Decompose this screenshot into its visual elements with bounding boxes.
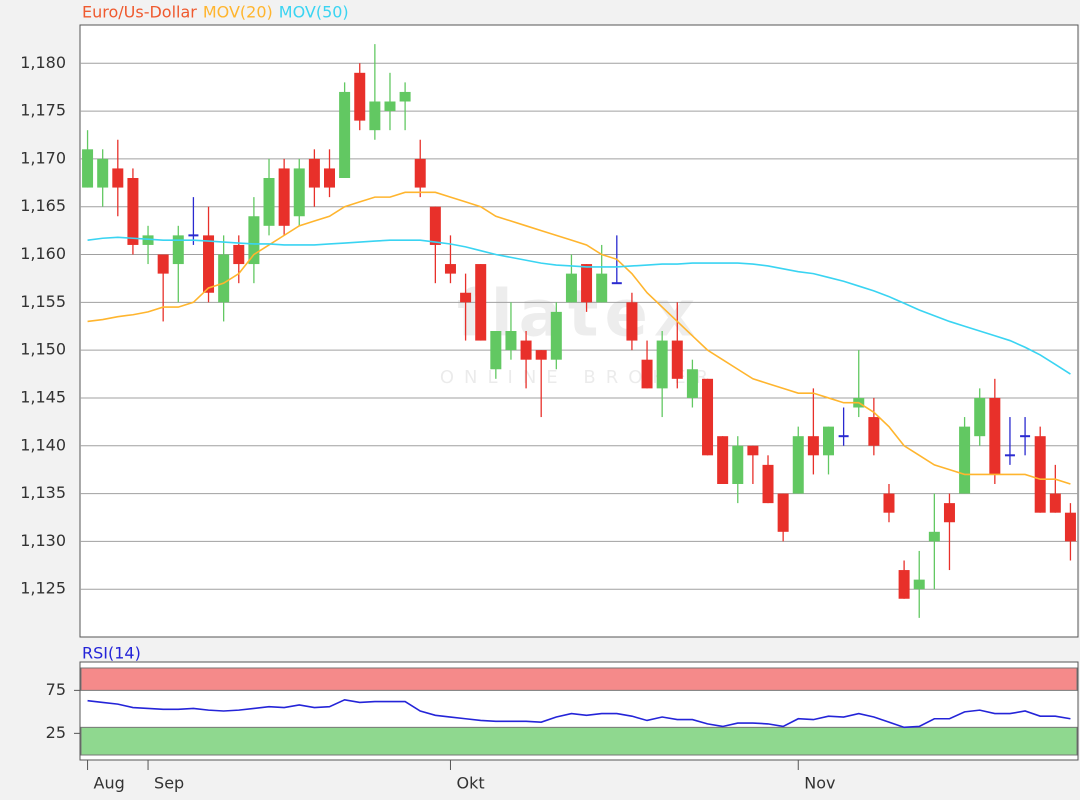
candle-body xyxy=(928,531,940,542)
y-tick-label: 1,140 xyxy=(20,435,66,454)
candle-body xyxy=(505,331,517,351)
candle-body xyxy=(233,244,245,265)
y-tick-label: 1,175 xyxy=(20,101,66,120)
candle-body xyxy=(535,350,547,360)
candle-body xyxy=(414,158,426,188)
candle-body xyxy=(248,216,260,265)
legend-entry: MOV(20) xyxy=(203,3,273,22)
y-tick-label: 1,130 xyxy=(20,531,66,550)
watermark-tagline: ONLINE BROKER xyxy=(440,367,718,388)
price-panel xyxy=(79,24,1079,638)
candle-body xyxy=(898,570,910,599)
y-tick-label: 25 xyxy=(46,723,66,742)
candle-body xyxy=(142,235,154,245)
candle-body xyxy=(913,579,925,590)
x-tick-label: Okt xyxy=(456,774,484,793)
candle-body xyxy=(823,426,834,456)
candle-body xyxy=(777,493,789,532)
candle-body xyxy=(293,168,305,217)
candle-body xyxy=(172,235,184,265)
candle-body xyxy=(747,445,759,456)
candle-body xyxy=(520,340,532,360)
candle-body xyxy=(460,292,472,303)
candle-body xyxy=(112,168,124,188)
candle-body xyxy=(581,264,593,303)
candle-body xyxy=(596,273,608,303)
candle-body xyxy=(97,158,109,188)
candle-body xyxy=(324,168,335,188)
candle-body xyxy=(278,168,290,226)
candle-body xyxy=(157,254,169,274)
candle-body xyxy=(686,369,698,398)
x-tick-label: Aug xyxy=(94,774,125,793)
candle-body xyxy=(429,206,441,245)
candle-body xyxy=(1034,436,1046,513)
moving-average-line xyxy=(87,191,1071,485)
legend-entry: MOV(50) xyxy=(279,3,349,22)
x-tick-label: Sep xyxy=(154,774,184,793)
candle-body xyxy=(974,397,986,437)
candle-body xyxy=(641,359,653,389)
candle-body xyxy=(671,340,683,379)
candle-body xyxy=(550,311,562,360)
candle-body xyxy=(263,178,275,226)
candle-body xyxy=(490,331,502,370)
y-tick-label: 1,135 xyxy=(20,483,66,502)
candle-body xyxy=(1064,512,1076,542)
candle-body xyxy=(717,436,729,484)
candle-body xyxy=(308,158,320,188)
candle-body xyxy=(339,91,351,178)
y-tick-label: 1,125 xyxy=(20,579,66,598)
candle-body xyxy=(943,503,955,523)
candle-body xyxy=(626,302,638,341)
candle-body xyxy=(384,101,396,112)
y-tick-label: 1,155 xyxy=(20,292,66,311)
overbought-band xyxy=(80,667,1078,691)
x-tick-label: Nov xyxy=(804,774,835,793)
candle-body xyxy=(792,436,804,494)
candle-body xyxy=(989,397,1001,475)
candle-body xyxy=(702,378,714,456)
candle-body xyxy=(959,426,971,494)
candle-body xyxy=(1049,493,1061,513)
rsi-line xyxy=(87,698,1071,729)
candle-body xyxy=(127,178,139,245)
candle-body xyxy=(82,149,94,188)
legend-entry: Euro/Us-Dollar xyxy=(82,3,197,22)
candle-body xyxy=(807,436,819,456)
y-tick-label: 1,145 xyxy=(20,387,66,406)
y-tick-label: 1,170 xyxy=(20,148,66,167)
candle-body xyxy=(444,264,456,274)
candle-body xyxy=(868,417,880,446)
y-tick-label: 1,160 xyxy=(20,244,66,263)
oversold-band xyxy=(80,726,1078,756)
y-tick-label: 75 xyxy=(46,680,66,699)
panel-title: RSI(14) xyxy=(82,644,141,663)
candle-body xyxy=(354,72,366,121)
candle-body xyxy=(475,264,487,341)
candle-body xyxy=(656,340,668,389)
y-tick-label: 1,180 xyxy=(20,53,66,72)
candle-body xyxy=(883,493,895,513)
candle-body xyxy=(203,235,215,293)
candle-body xyxy=(732,445,744,484)
candle-body xyxy=(565,273,577,303)
candle-body xyxy=(369,101,381,131)
candle-body xyxy=(762,464,774,504)
candle-body xyxy=(399,91,411,102)
y-tick-label: 1,150 xyxy=(20,340,66,359)
y-tick-label: 1,165 xyxy=(20,196,66,215)
moving-average-line xyxy=(87,236,1071,375)
candle-body xyxy=(218,254,230,303)
